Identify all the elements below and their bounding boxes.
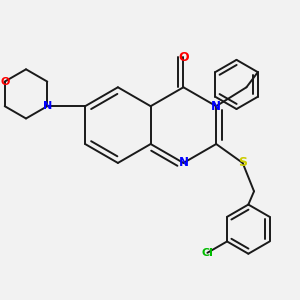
- Text: N: N: [43, 101, 52, 111]
- Text: S: S: [238, 156, 247, 170]
- Text: O: O: [0, 76, 9, 87]
- Text: O: O: [178, 50, 189, 64]
- Text: N: N: [178, 156, 188, 170]
- Text: Cl: Cl: [202, 248, 213, 258]
- Text: N: N: [211, 100, 221, 113]
